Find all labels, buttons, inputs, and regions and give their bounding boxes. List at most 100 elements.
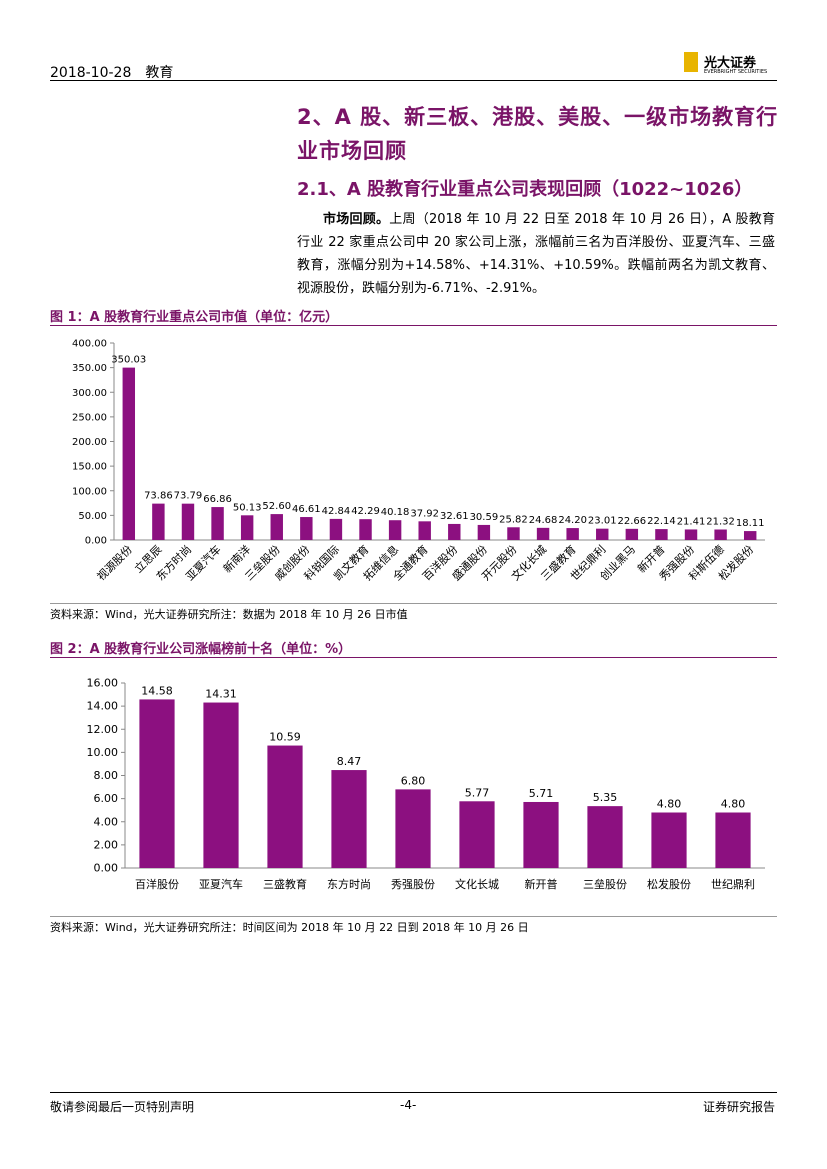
value-label: 42.84 xyxy=(322,506,351,517)
bar xyxy=(587,806,623,868)
value-label: 52.60 xyxy=(262,501,291,512)
y-tick-label: 12.00 xyxy=(87,723,119,736)
bar xyxy=(418,521,431,540)
value-label: 24.68 xyxy=(529,515,558,526)
footer-right: 证券研究报告 xyxy=(703,1100,776,1114)
value-label: 24.20 xyxy=(558,515,587,526)
value-label: 66.86 xyxy=(203,494,232,505)
logo: 光大证券 xyxy=(704,56,757,71)
value-label: 22.66 xyxy=(618,516,647,527)
logo-icon xyxy=(684,52,698,72)
chart-title: 图 1：A 股教育行业重点公司市值（单位：亿元） xyxy=(50,310,339,325)
y-tick-label: 100.00 xyxy=(72,486,107,497)
value-label: 8.47 xyxy=(337,755,362,768)
rule xyxy=(50,603,777,604)
paragraph-text: 上周（2018 年 10 月 22 日至 2018 年 10 月 26 日），A… xyxy=(297,212,775,296)
x-tick-label: 亚夏汽车 xyxy=(199,877,243,891)
source: 资料来源：Wind，光大证券研究所注：时间区间为 2018 年 10 月 22 … xyxy=(50,921,529,934)
bar xyxy=(181,503,195,540)
bar xyxy=(523,801,559,868)
bar xyxy=(566,528,579,540)
x-tick-label: 文化长城 xyxy=(455,877,499,891)
value-label: 5.77 xyxy=(465,786,490,799)
section-title: 2、A 股、新三板、港股、美股、一级市场教育行业市场回顾 xyxy=(297,105,779,163)
value-label: 50.13 xyxy=(233,502,262,513)
y-tick-label: 200.00 xyxy=(72,437,107,448)
bar xyxy=(684,529,698,540)
value-label: 6.80 xyxy=(401,774,426,787)
x-tick-label: 世纪鼎利 xyxy=(711,878,755,891)
value-label: 10.59 xyxy=(269,731,301,744)
value-label: 40.18 xyxy=(381,507,410,518)
value-label: 30.59 xyxy=(470,512,499,523)
bar xyxy=(122,367,136,540)
y-tick-label: 250.00 xyxy=(72,412,107,423)
y-tick-label: 2.00 xyxy=(94,838,119,851)
y-tick-label: 150.00 xyxy=(72,462,107,473)
rule xyxy=(50,916,777,917)
bar xyxy=(625,528,639,540)
footer-rule xyxy=(50,1092,777,1093)
value-label: 42.29 xyxy=(351,506,380,517)
value-label: 22.14 xyxy=(647,516,676,527)
y-tick-label: 6.00 xyxy=(94,792,119,805)
value-label: 37.92 xyxy=(410,508,439,519)
y-tick-label: 350.00 xyxy=(72,363,107,374)
y-tick-label: 4.00 xyxy=(94,815,119,828)
value-label: 73.79 xyxy=(174,491,203,502)
chart: 0.00 50.00 100.00 150.00 200.00 250.00 300.00 3… xyxy=(72,339,765,583)
bar xyxy=(395,789,431,868)
y-tick-label: 10.00 xyxy=(87,746,119,759)
y-tick-label: 400.00 xyxy=(72,339,107,350)
x-tick-label: 视源股份 xyxy=(94,542,135,583)
value-label: 14.58 xyxy=(141,684,173,697)
y-tick-label: 0.00 xyxy=(85,536,107,547)
bar xyxy=(596,528,609,540)
value-label: 25.82 xyxy=(499,514,528,525)
bar xyxy=(152,503,165,540)
chart: 0.00 2.00 4.00 6.00 8.00 10.00 12.00 14.00 16.00… xyxy=(87,677,765,891)
bar xyxy=(459,801,495,868)
bar xyxy=(329,518,343,540)
bar xyxy=(211,507,224,540)
rule xyxy=(50,325,777,326)
x-tick-label: 新开普 xyxy=(525,877,558,891)
bar xyxy=(270,514,283,540)
source: 资料来源：Wind，光大证券研究所注：数据为 2018 年 10 月 26 日市… xyxy=(50,608,408,621)
x-tick-label: 三盛教育 xyxy=(263,877,307,891)
y-tick-label: 50.00 xyxy=(78,511,107,522)
value-label: 23.01 xyxy=(588,516,617,527)
lead: 市场回顾。 xyxy=(323,212,390,227)
value-label: 21.32 xyxy=(706,516,735,527)
x-tick-label: 松发股份 xyxy=(647,877,691,891)
header-rule xyxy=(50,80,777,81)
bar xyxy=(714,529,727,540)
value-label: 14.31 xyxy=(205,688,237,701)
value-label: 5.71 xyxy=(529,787,554,800)
bar xyxy=(388,520,402,540)
x-tick-label: 三垒股份 xyxy=(583,878,627,891)
bar xyxy=(359,519,372,540)
value-label: 18.11 xyxy=(736,518,765,529)
value-label: 46.61 xyxy=(292,504,321,515)
value-label: 21.41 xyxy=(677,516,706,527)
bar xyxy=(651,812,687,868)
bar xyxy=(477,524,491,540)
y-tick-label: 16.00 xyxy=(87,677,119,690)
bar xyxy=(655,529,668,540)
bar xyxy=(331,770,367,868)
x-tick-label: 百洋股份 xyxy=(135,877,179,891)
y-tick-label: 8.00 xyxy=(94,769,119,782)
value-label: 32.61 xyxy=(440,511,469,522)
bar xyxy=(507,527,520,540)
chart-title: 图 2：A 股教育行业公司涨幅榜前十名（单位：%） xyxy=(50,642,352,657)
bar xyxy=(240,515,254,540)
page-number: -4- xyxy=(400,1098,417,1112)
value-label: 4.80 xyxy=(721,798,746,811)
bar xyxy=(203,702,239,868)
y-tick-label: 0.00 xyxy=(94,862,119,875)
footer-left: 敬请参阅最后一页特别声明 xyxy=(50,1100,195,1114)
paragraph: 市场回顾。上周（2018 年 10 月 22 日至 2018 年 10 月 26… xyxy=(297,208,775,300)
logo-en: EVERBRIGHT SECURITIES xyxy=(704,69,768,75)
